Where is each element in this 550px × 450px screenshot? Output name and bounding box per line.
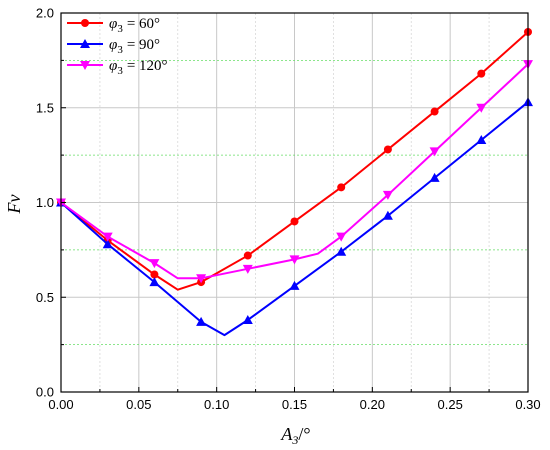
legend-symbol: φ [109,37,117,53]
y-tick-label: 0.5 [36,290,54,305]
data-point [476,103,487,113]
data-point [150,270,159,279]
series-line [60,31,529,291]
data-point [477,69,486,78]
x-tick-label: 0.20 [360,397,385,412]
x-axis-title-var: A [280,424,293,444]
data-point [290,217,299,226]
data-point [242,264,253,274]
data-point [382,190,393,200]
legend-subscript: 3 [117,23,123,35]
data-point [429,147,440,157]
series-3 [56,60,533,284]
data-point [337,183,346,192]
legend-label: φ3 = 60° [109,16,160,35]
legend-symbol: φ [109,58,117,74]
y-tick-label: 1.0 [36,195,54,210]
data-point [149,259,160,269]
y-tick-label: 1.5 [36,100,54,115]
data-point [196,274,207,284]
legend-value: = 60° [127,16,160,32]
x-axis-title: A3/° [280,424,310,447]
legend-subscript: 3 [117,65,123,77]
data-point [476,134,487,144]
legend-entry: φ3 = 90° [67,37,160,56]
data-point [289,255,300,265]
legend-subscript: 3 [117,44,123,56]
x-axis-title-sub: 3 [291,433,298,447]
data-point [336,246,347,256]
data-point [102,239,113,249]
x-tick-label: 0.10 [204,397,229,412]
y-tick-label: 0.0 [36,385,54,400]
legend-label: φ3 = 120° [109,58,168,77]
legend-label: φ3 = 90° [109,37,160,56]
data-point [429,172,440,182]
x-tick-label: 0.30 [515,397,540,412]
legend-value: = 90° [127,37,160,53]
data-point [382,210,393,220]
legend-entry: φ3 = 60° [67,16,160,35]
legend-value: = 120° [127,58,168,74]
series-line [60,101,529,337]
legend-symbol: φ [109,16,117,32]
data-point [149,277,160,287]
x-tick-label: 0.00 [48,397,73,412]
data-point [383,145,392,154]
legend-entry: φ3 = 120° [67,58,168,77]
y-axis-title: Fv [4,194,24,214]
series-2 [56,97,533,337]
data-point [430,107,439,116]
data-point [289,280,300,290]
legend-marker [81,19,89,27]
x-axis-title-unit: /° [298,424,310,444]
x-tick-label: 0.05 [126,397,151,412]
data-point [102,232,113,242]
legend: φ3 = 60°φ3 = 90°φ3 = 120° [67,16,168,77]
axes: 0.00 0.05 0.10 0.15 0.20 0.25 0.30 0.0 0.5 1.0 1.5… [36,6,541,413]
data-point [336,232,347,242]
data-point [242,314,253,324]
series-group [56,27,533,337]
data-point [243,251,252,260]
x-tick-label: 0.25 [438,397,463,412]
x-tick-label: 0.15 [282,397,307,412]
y-tick-label: 2.0 [36,6,54,21]
legend-marker [80,61,90,70]
grid-lines [61,13,528,392]
legend-marker [80,39,90,48]
data-point [196,316,207,326]
